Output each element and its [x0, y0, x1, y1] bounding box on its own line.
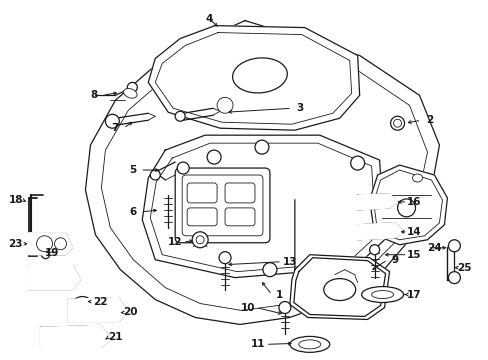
Text: 10: 10: [240, 302, 255, 312]
Text: 11: 11: [250, 339, 264, 349]
Text: 25: 25: [456, 263, 470, 273]
Ellipse shape: [232, 58, 287, 93]
Circle shape: [263, 263, 276, 276]
Polygon shape: [68, 298, 128, 321]
Text: 15: 15: [407, 250, 421, 260]
Circle shape: [217, 97, 233, 113]
Text: 21: 21: [108, 332, 122, 342]
Ellipse shape: [412, 174, 422, 182]
FancyBboxPatch shape: [224, 183, 254, 203]
Text: 22: 22: [93, 297, 107, 306]
Ellipse shape: [298, 340, 320, 349]
Text: 16: 16: [407, 197, 421, 207]
Text: 14: 14: [407, 227, 421, 237]
Ellipse shape: [74, 297, 90, 306]
Text: 8: 8: [91, 90, 98, 100]
FancyBboxPatch shape: [182, 175, 263, 236]
Text: 9: 9: [390, 255, 397, 265]
Circle shape: [37, 236, 52, 252]
Circle shape: [254, 140, 268, 154]
Polygon shape: [29, 233, 72, 255]
Polygon shape: [289, 255, 389, 319]
Polygon shape: [357, 223, 404, 240]
Text: 7: 7: [111, 123, 119, 133]
Circle shape: [175, 111, 185, 121]
Circle shape: [192, 232, 208, 248]
Polygon shape: [369, 165, 447, 245]
Text: 18: 18: [8, 195, 23, 205]
Text: 5: 5: [128, 165, 136, 175]
Text: 13: 13: [282, 257, 297, 267]
Ellipse shape: [390, 116, 404, 130]
Ellipse shape: [41, 245, 50, 259]
Ellipse shape: [289, 336, 329, 352]
Circle shape: [207, 150, 221, 164]
Circle shape: [55, 238, 66, 250]
Ellipse shape: [397, 199, 415, 217]
FancyBboxPatch shape: [187, 183, 217, 203]
Ellipse shape: [323, 279, 355, 301]
FancyBboxPatch shape: [187, 208, 217, 226]
Text: 24: 24: [427, 243, 441, 253]
Text: 19: 19: [44, 248, 59, 258]
Circle shape: [350, 156, 364, 170]
Polygon shape: [41, 325, 112, 347]
Ellipse shape: [123, 89, 137, 98]
Text: 6: 6: [129, 207, 137, 217]
Text: 17: 17: [407, 289, 421, 300]
Text: 1: 1: [276, 289, 283, 300]
Polygon shape: [29, 265, 81, 289]
Circle shape: [447, 240, 459, 252]
Text: 12: 12: [167, 237, 182, 247]
Polygon shape: [148, 26, 359, 130]
Circle shape: [177, 162, 189, 174]
Text: 23: 23: [8, 239, 23, 249]
Polygon shape: [293, 258, 385, 316]
Ellipse shape: [361, 287, 403, 302]
Circle shape: [150, 170, 160, 180]
Polygon shape: [357, 194, 397, 210]
Circle shape: [105, 114, 119, 128]
Circle shape: [127, 82, 137, 92]
Polygon shape: [142, 135, 384, 278]
Ellipse shape: [371, 291, 393, 298]
Text: 4: 4: [205, 14, 212, 24]
FancyBboxPatch shape: [224, 208, 254, 226]
Circle shape: [447, 272, 459, 284]
Polygon shape: [85, 21, 439, 324]
FancyBboxPatch shape: [175, 168, 269, 243]
Text: 2: 2: [425, 115, 432, 125]
Circle shape: [278, 302, 290, 314]
Circle shape: [219, 252, 230, 264]
Text: 20: 20: [123, 307, 137, 318]
Ellipse shape: [393, 119, 401, 127]
Text: 3: 3: [296, 103, 303, 113]
Circle shape: [196, 236, 203, 244]
Circle shape: [369, 245, 379, 255]
